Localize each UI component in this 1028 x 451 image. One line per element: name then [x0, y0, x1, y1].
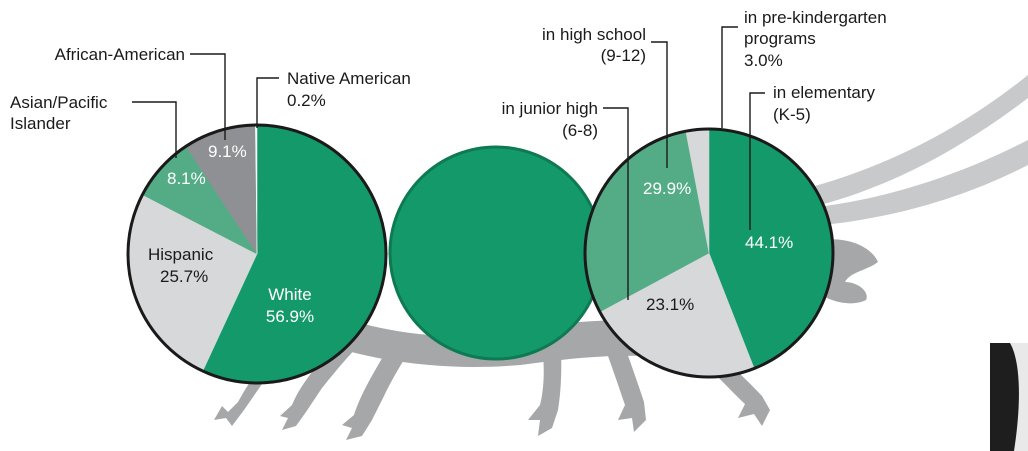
value-white: 56.9%: [266, 307, 314, 326]
label-high-school-line1: in high school: [542, 25, 646, 44]
value-junior-high: 23.1%: [646, 295, 694, 314]
label-elementary-line1: in elementary: [773, 83, 876, 102]
label-high-school-line2: (9-12): [601, 46, 646, 65]
grade-level-pie-chart: [584, 128, 834, 378]
insect-leg-5: [600, 334, 646, 432]
leader-african-american: [190, 53, 226, 140]
label-white: White: [268, 285, 311, 304]
label-prek-line1: in pre-kindergarten: [744, 8, 887, 27]
cropped-photo-fragment: [990, 343, 1028, 451]
value-elementary: 44.1%: [745, 233, 793, 252]
leader-high-school: [651, 41, 668, 168]
leader-asian: [132, 101, 177, 158]
value-hispanic: 25.7%: [160, 267, 208, 286]
label-junior-high-line2: (6-8): [562, 121, 598, 140]
label-native-american: Native American: [287, 69, 411, 88]
insect-leg-3: [342, 345, 410, 440]
antenna-lower: [808, 140, 1028, 226]
label-junior-high-line1: in junior high: [502, 99, 598, 118]
insect-leg-2: [280, 335, 362, 430]
leader-native-american: [256, 77, 279, 128]
label-asian-line1: Asian/Pacific: [10, 93, 108, 112]
value-high-school: 29.9%: [643, 179, 691, 198]
value-native-american: 0.2%: [287, 91, 326, 110]
label-hispanic: Hispanic: [148, 245, 214, 264]
grade-level-pie-outline: [583, 127, 835, 379]
value-asian: 8.1%: [167, 169, 206, 188]
center-circle: [388, 145, 604, 361]
leader-prek: [721, 26, 738, 128]
left-leader-lines: [132, 53, 279, 158]
leader-elementary: [749, 92, 765, 230]
ethnicity-pie-chart: [127, 124, 387, 384]
label-elementary-line2: (K-5): [773, 105, 811, 124]
label-african-american: African-American: [55, 45, 185, 64]
label-prek-line2: programs: [744, 29, 816, 48]
insect-leg-4: [528, 330, 562, 436]
right-leader-lines: [603, 26, 765, 300]
antenna-upper: [800, 75, 1028, 208]
value-african-american: 9.1%: [208, 142, 247, 161]
leader-junior-high: [603, 107, 629, 300]
value-prek: 3.0%: [744, 51, 783, 70]
label-asian-line2: Islander: [10, 114, 71, 133]
